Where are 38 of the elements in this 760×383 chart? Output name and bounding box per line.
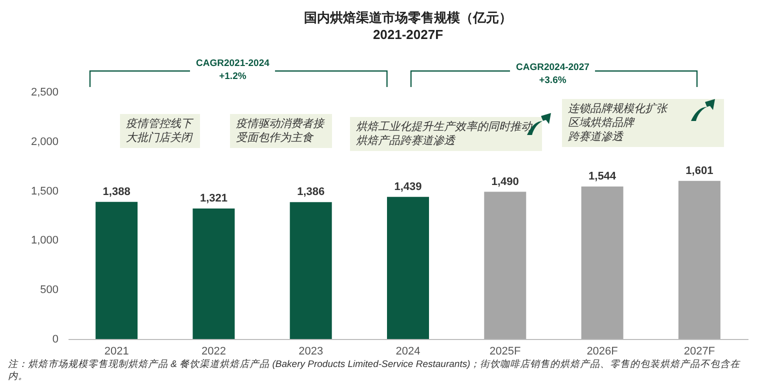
- annotation: 连锁品牌规模化扩张: [568, 102, 669, 116]
- x-tick-label: 2023: [298, 346, 324, 358]
- text: CAGR2024-2027 +3.6%: [510, 61, 596, 87]
- data-label: 1,544: [588, 170, 617, 182]
- x-tick-label: 2021: [104, 346, 129, 358]
- y-tick-label: 2,000: [30, 136, 58, 148]
- callout-box: 连锁品牌规模化扩张 区域烘焙品牌 跨赛道渗透: [562, 99, 724, 147]
- bar: [678, 180, 720, 339]
- y-tick-label: 0: [52, 334, 58, 346]
- bar: [96, 202, 138, 339]
- bar: [290, 202, 332, 339]
- y-tick-label: 1,500: [30, 185, 58, 198]
- annotation: 区域烘焙品牌: [568, 116, 636, 130]
- y-tick-label: 2,500: [30, 86, 58, 98]
- data-label: 1,439: [394, 180, 422, 193]
- x-tick-label: 2027F: [684, 346, 716, 358]
- text: 注：烘焙市场规模零售现制烘焙产品 & 餐饮渠道烘焙店产品 (Bakery Products Limited-Service Restaurants)；街饮咖啡店销售的烘焙产品、零售的包装烘焙产品不包含在内。: [8, 359, 742, 383]
- x-tick-label: 2026F: [586, 346, 618, 358]
- bar: [192, 208, 235, 339]
- bar: [484, 192, 526, 339]
- data-label: 1,388: [102, 186, 130, 198]
- x-tick-label: 2022: [201, 346, 226, 358]
- x-tick-label: 2024: [396, 346, 420, 358]
- data-label: 1,490: [491, 176, 519, 188]
- annotation: 疫情管控线下大批门店关闭: [120, 114, 200, 148]
- data-label: 1,601: [686, 164, 714, 177]
- data-label: 1,321: [200, 192, 228, 204]
- bar: [581, 186, 624, 339]
- y-tick-label: 500: [40, 284, 58, 296]
- annotation: 疫情驱动消费者接受面包作为主食: [230, 114, 332, 148]
- text: CAGR2021-2024 +1.2%: [190, 57, 276, 83]
- annotation: 跨赛道渗透: [568, 130, 625, 144]
- data-label: 1,386: [297, 186, 325, 198]
- chart-title: 国内烘焙渠道市场零售规模（亿元）: [304, 10, 512, 25]
- bar: [387, 196, 429, 339]
- chart-subtitle: 2021-2027F: [372, 27, 444, 42]
- y-tick-label: 1,000: [30, 234, 58, 247]
- x-tick-label: 2025F: [490, 346, 522, 358]
